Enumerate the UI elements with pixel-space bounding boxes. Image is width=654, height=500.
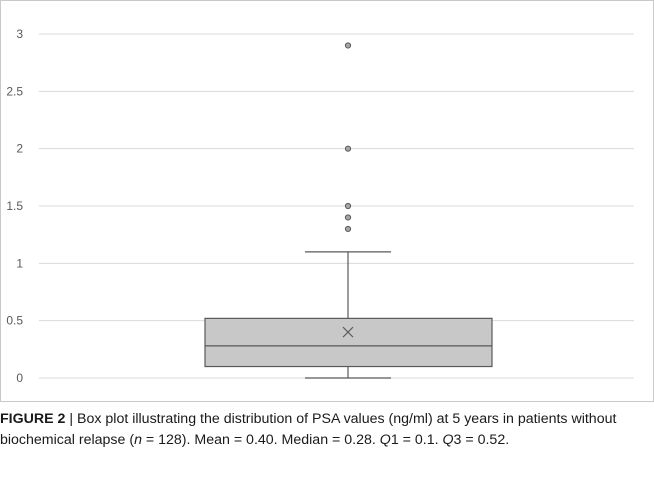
y-tick-label: 1.5 bbox=[6, 199, 23, 213]
outlier-point bbox=[344, 42, 352, 49]
y-tick-label: 1 bbox=[16, 256, 23, 270]
caption-n-symbol: n bbox=[134, 432, 142, 448]
outlier-point bbox=[344, 202, 352, 210]
caption-text-1: Box plot illustrating the distribution o… bbox=[0, 411, 617, 448]
caption-text-4: 3 = 0.52. bbox=[453, 432, 510, 448]
outlier-point bbox=[344, 225, 352, 233]
figure-caption: FIGURE 2 | Box plot illustrating the dis… bbox=[0, 409, 650, 451]
caption-text-2: = 128). Mean = 0.40. Median = 0.28. bbox=[141, 432, 380, 448]
y-tick-label: 0 bbox=[16, 371, 23, 385]
y-tick-label: 2 bbox=[16, 142, 23, 156]
y-tick-label: 0.5 bbox=[6, 314, 23, 328]
outlier-point bbox=[344, 214, 352, 221]
caption-q3-symbol: Q bbox=[442, 432, 454, 448]
box-plot-chart: 0 0.5 1 1.5 2 2.5 3 bbox=[6, 27, 634, 385]
caption-separator: | bbox=[65, 411, 78, 427]
chart-frame: 0 0.5 1 1.5 2 2.5 3 bbox=[0, 0, 654, 402]
y-tick-label: 3 bbox=[16, 27, 23, 41]
y-tick-label: 2.5 bbox=[6, 84, 23, 98]
mean-marker bbox=[342, 326, 354, 338]
caption-label: FIGURE 2 bbox=[0, 411, 66, 427]
outlier-point bbox=[344, 145, 352, 152]
caption-text-3: 1 = 0.1. bbox=[390, 432, 443, 448]
caption-q1-symbol: Q bbox=[379, 432, 391, 448]
iqr-box bbox=[204, 317, 493, 368]
